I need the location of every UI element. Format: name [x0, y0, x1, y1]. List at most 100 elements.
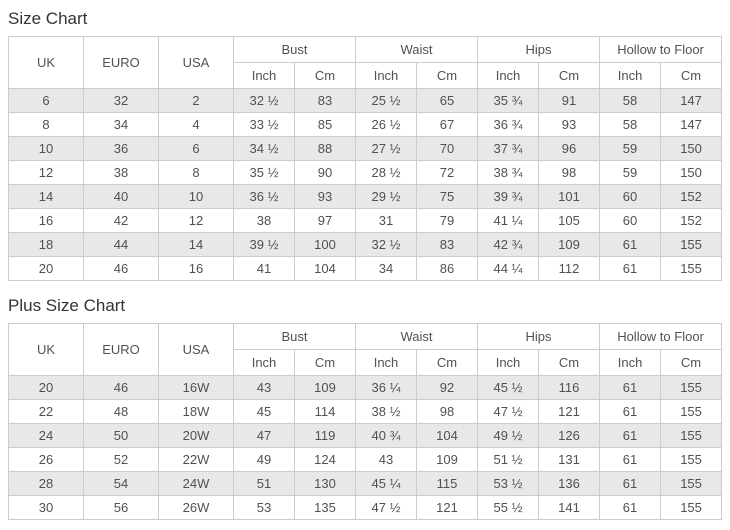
table-cell: 22W	[158, 447, 234, 472]
table-cell: 43	[233, 375, 295, 400]
table-cell: 38 ¾	[477, 160, 540, 185]
table-cell: 91	[538, 88, 601, 113]
column-header-uk: UK	[8, 323, 84, 376]
unit-header-inch: Inch	[355, 62, 418, 89]
table-cell: 109	[416, 447, 479, 472]
table-row: 22 48 18W 45 114 38 ½ 98 47 ½ 121 61 155	[8, 399, 723, 424]
table-cell: 28 ½	[355, 160, 418, 185]
table-cell: 20W	[158, 423, 234, 448]
table-row: 20 46 16 41 104 34 86 44 ¼ 112 61 155	[8, 256, 723, 281]
table-cell: 6	[8, 88, 84, 113]
table-cell: 14	[158, 232, 234, 257]
table-cell: 79	[416, 208, 479, 233]
table-cell: 97	[293, 208, 357, 233]
unit-header-inch: Inch	[355, 349, 418, 376]
table-cell: 22	[8, 399, 84, 424]
table-cell: 32 ½	[355, 232, 418, 257]
table-cell: 119	[293, 423, 357, 448]
table-cell: 54	[83, 471, 159, 496]
table-row: 28 54 24W 51 130 45 ¼ 115 53 ½ 136 61 155	[8, 471, 723, 496]
size-chart-title: Size Chart	[8, 9, 88, 28]
table-cell: 55 ½	[477, 495, 540, 520]
group-header-waist: Waist	[355, 323, 479, 350]
table-cell: 155	[660, 495, 723, 520]
table-row: 12 38 8 35 ½ 90 28 ½ 72 38 ¾ 98 59 150	[8, 160, 723, 185]
table-cell: 101	[538, 184, 601, 209]
plus-size-chart-section: Plus Size Chart UK EURO USA Bust Waist Hips Ho…	[8, 295, 723, 520]
unit-header-inch: Inch	[233, 62, 295, 89]
group-header-hollow-to-floor: Hollow to Floor	[599, 323, 723, 350]
table-cell: 116	[538, 375, 601, 400]
table-cell: 61	[599, 232, 662, 257]
column-header-euro: EURO	[83, 36, 159, 89]
table-row: 6 32 2 32 ½ 83 25 ½ 65 35 ¾ 91 58 147	[8, 88, 723, 113]
table-cell: 86	[416, 256, 479, 281]
table-cell: 34	[83, 112, 159, 137]
table-cell: 20	[8, 375, 84, 400]
unit-header-inch: Inch	[477, 62, 540, 89]
group-header-hips: Hips	[477, 36, 601, 63]
table-cell: 112	[538, 256, 601, 281]
table-cell: 2	[158, 88, 234, 113]
table-cell: 42 ¾	[477, 232, 540, 257]
table-row: 30 56 26W 53 135 47 ½ 121 55 ½ 141 61 155	[8, 495, 723, 520]
table-cell: 10	[8, 136, 84, 161]
table-cell: 58	[599, 88, 662, 113]
unit-header-row: Inch Cm Inch Cm Inch Cm Inch Cm	[9, 349, 723, 376]
table-cell: 31	[355, 208, 418, 233]
table-cell: 42	[83, 208, 159, 233]
table-cell: 121	[416, 495, 479, 520]
table-cell: 51	[233, 471, 295, 496]
table-cell: 36	[83, 136, 159, 161]
table-cell: 26W	[158, 495, 234, 520]
table-cell: 43	[355, 447, 418, 472]
table-cell: 155	[660, 471, 723, 496]
table-cell: 61	[599, 447, 662, 472]
table-cell: 96	[538, 136, 601, 161]
unit-header-inch: Inch	[599, 62, 662, 89]
group-header-row: UK EURO USA Bust Waist Hips Hollow to Floor	[8, 323, 723, 376]
table-cell: 114	[293, 399, 357, 424]
table-cell: 39 ½	[233, 232, 295, 257]
table-cell: 98	[538, 160, 601, 185]
table-cell: 65	[416, 88, 479, 113]
table-cell: 155	[660, 256, 723, 281]
unit-header-inch: Inch	[233, 349, 295, 376]
table-cell: 147	[660, 88, 723, 113]
table-cell: 58	[599, 112, 662, 137]
group-header-row: UK EURO USA Bust Waist Hips Hollow to Floor	[8, 36, 723, 89]
column-header-usa: USA	[158, 36, 234, 89]
table-cell: 10	[158, 184, 234, 209]
table-cell: 60	[599, 208, 662, 233]
table-cell: 59	[599, 160, 662, 185]
table-cell: 18W	[158, 399, 234, 424]
table-cell: 51 ½	[477, 447, 540, 472]
table-cell: 26	[8, 447, 84, 472]
table-cell: 100	[293, 232, 357, 257]
unit-header-cm: Cm	[293, 349, 357, 376]
table-cell: 16W	[158, 375, 234, 400]
table-cell: 72	[416, 160, 479, 185]
table-row: 14 40 10 36 ½ 93 29 ½ 75 39 ¾ 101 60 152	[8, 184, 723, 209]
table-cell: 61	[599, 375, 662, 400]
plus-size-chart-title: Plus Size Chart	[8, 296, 126, 315]
table-cell: 152	[660, 208, 723, 233]
table-cell: 46	[83, 256, 159, 281]
table-cell: 105	[538, 208, 601, 233]
table-cell: 38	[83, 160, 159, 185]
table-cell: 155	[660, 232, 723, 257]
column-header-euro: EURO	[83, 323, 159, 376]
table-cell: 49 ½	[477, 423, 540, 448]
table-cell: 24W	[158, 471, 234, 496]
table-cell: 30	[8, 495, 84, 520]
size-chart-table: UK EURO USA Bust Waist Hips Hollow to Floor Inc…	[8, 36, 723, 281]
table-row: 8 34 4 33 ½ 85 26 ½ 67 36 ¾ 93 58 147	[8, 112, 723, 137]
table-cell: 52	[83, 447, 159, 472]
table-cell: 124	[293, 447, 357, 472]
table-cell: 34	[355, 256, 418, 281]
table-cell: 155	[660, 423, 723, 448]
table-cell: 93	[538, 112, 601, 137]
table-cell: 26 ½	[355, 112, 418, 137]
table-cell: 53	[233, 495, 295, 520]
